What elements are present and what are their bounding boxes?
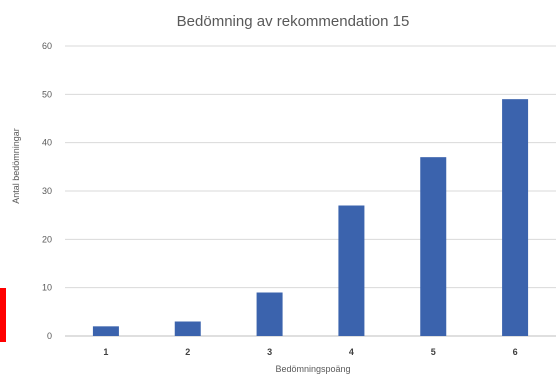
y-tick-label: 30 — [42, 186, 52, 196]
x-axis-ticks: 1 2 3 4 5 6 — [103, 347, 517, 357]
bar-3 — [256, 292, 283, 336]
y-tick-label: 40 — [42, 138, 52, 148]
y-tick-label: 0 — [47, 331, 52, 341]
x-tick-label: 2 — [185, 347, 190, 357]
x-tick-label: 5 — [431, 347, 436, 357]
bar-5 — [420, 157, 447, 336]
x-tick-label: 3 — [267, 347, 272, 357]
y-tick-label: 10 — [42, 283, 52, 293]
y-tick-label: 60 — [42, 41, 52, 51]
bars — [92, 99, 529, 337]
x-axis-label: Bedömningspoäng — [275, 364, 350, 374]
chart-title: Bedömning av rekommendation 15 — [177, 13, 410, 30]
x-tick-label: 1 — [103, 347, 108, 357]
x-tick-label: 4 — [349, 347, 354, 357]
y-axis-ticks: 0 10 20 30 40 50 60 — [42, 41, 52, 341]
bar-4 — [338, 205, 365, 336]
bar-1 — [92, 326, 119, 336]
y-tick-label: 50 — [42, 89, 52, 99]
y-axis-label: Antal bedömningar — [11, 128, 21, 204]
y-tick-label: 20 — [42, 234, 52, 244]
gridlines — [65, 45, 556, 337]
bar-2 — [174, 321, 201, 336]
left-edge-red-marker — [0, 288, 6, 342]
x-tick-label: 6 — [513, 347, 518, 357]
bar-6 — [502, 99, 529, 337]
